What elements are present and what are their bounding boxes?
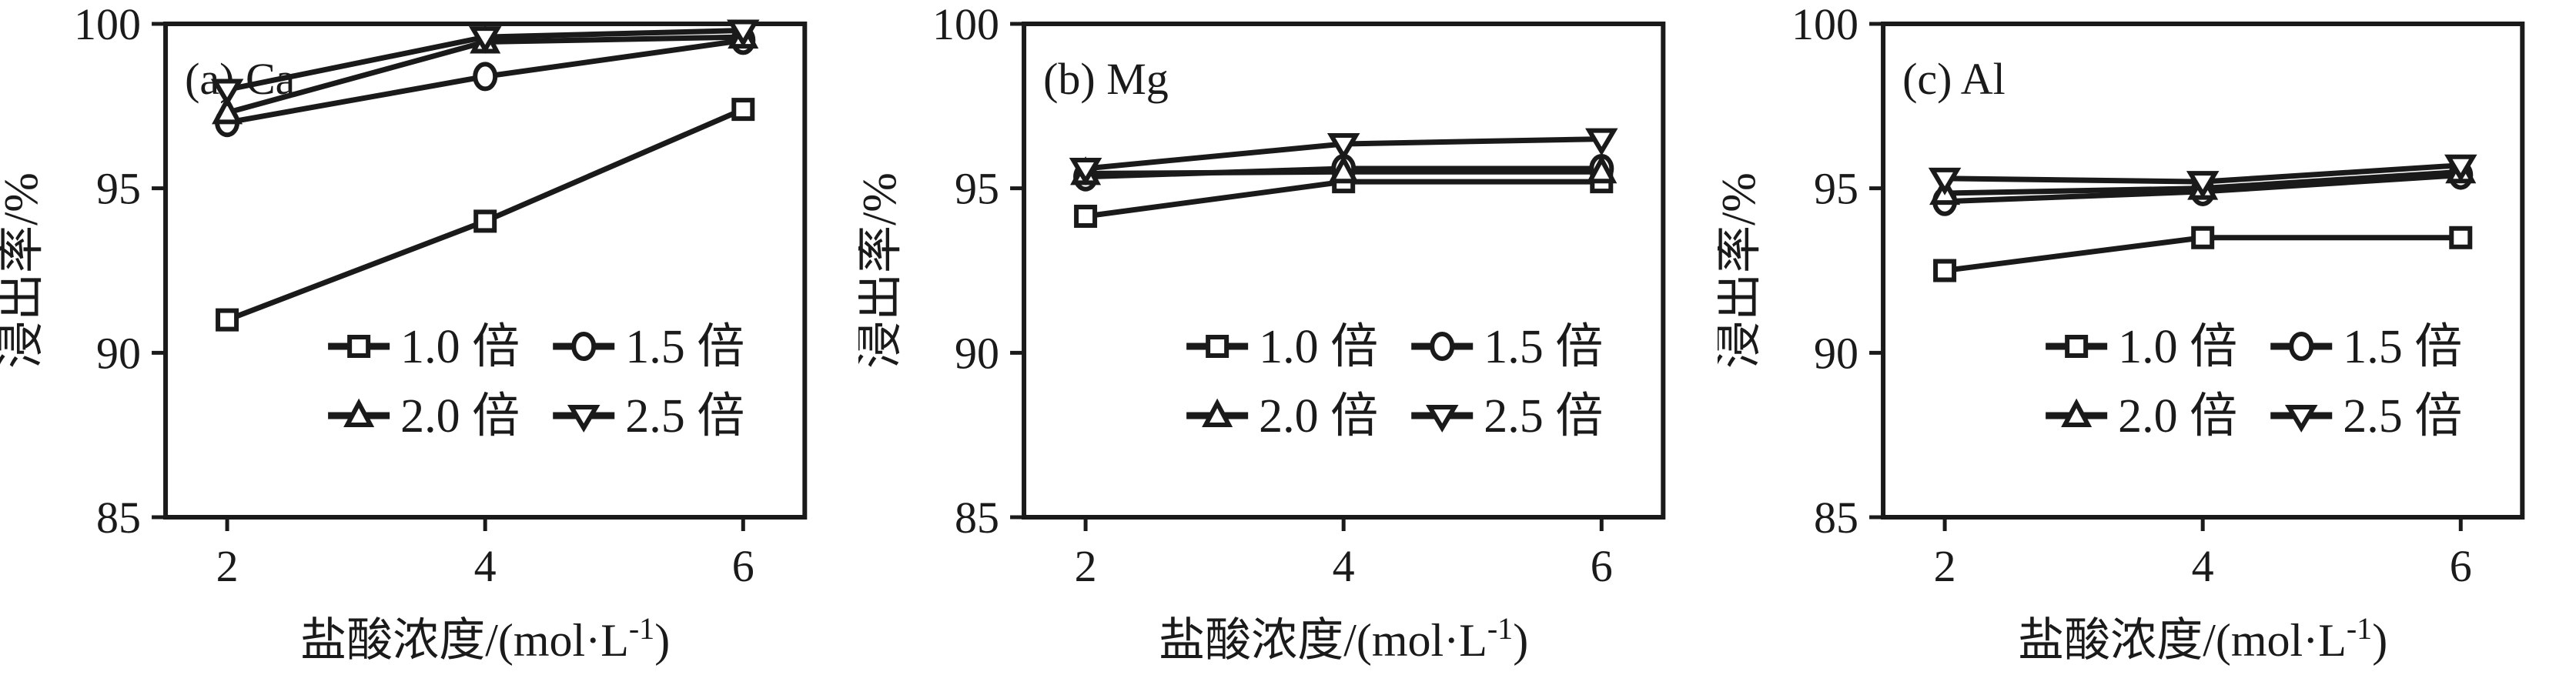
y-axis-tick-label: 90 xyxy=(96,328,141,378)
y-axis-tick-label: 95 xyxy=(1814,164,1858,214)
y-axis-tick-label: 100 xyxy=(932,0,999,49)
marker-circle xyxy=(2288,332,2313,361)
x-axis-title: 盐酸浓度/(mol·L-1) xyxy=(1159,611,1529,666)
marker-triangle-down xyxy=(1327,132,1360,161)
y-axis-tick-label: 90 xyxy=(1814,328,1858,378)
panel-b-mg: 85 90 95 100 2 4 6 浸出率/% 盐酸浓度/(mol·L-1) (b) Mg 1.0… xyxy=(858,0,1717,675)
marker-triangle-down xyxy=(2186,171,2220,199)
legend-label-0: 1.0 倍 xyxy=(1259,321,1378,373)
legend-label-3: 2.5 倍 xyxy=(2343,390,2462,443)
marker-triangle-down xyxy=(468,26,502,54)
legend-label-0: 1.0 倍 xyxy=(2118,321,2237,373)
marker-triangle-up xyxy=(1202,398,1233,427)
marker-triangle-up xyxy=(1586,154,1618,184)
marker-triangle-down xyxy=(1426,405,1459,433)
legend-label-3: 2.5 倍 xyxy=(1484,390,1604,443)
y-axis-tick-label: 90 xyxy=(955,328,999,378)
marker-triangle-down xyxy=(1928,167,1962,195)
marker-triangle-up xyxy=(343,398,375,427)
marker-triangle-up xyxy=(1328,154,1360,184)
marker-circle xyxy=(473,62,498,92)
y-axis-tick-label: 85 xyxy=(1814,493,1858,543)
marker-square xyxy=(1074,204,1098,228)
y-axis-tick-label: 85 xyxy=(955,493,999,543)
x-axis-tick-label: 4 xyxy=(474,541,497,591)
marker-square xyxy=(2448,226,2472,249)
y-axis-title: 浸出率/% xyxy=(1718,172,1765,369)
x-axis-tick-label: 6 xyxy=(2449,541,2471,591)
marker-circle xyxy=(571,332,597,361)
marker-triangle-down xyxy=(2444,154,2477,182)
panel-c-al: 85 90 95 100 2 4 6 浸出率/% 盐酸浓度/(mol·L-1) (c) Al 1.0… xyxy=(1718,0,2576,675)
chart-b-mg: 85 90 95 100 2 4 6 浸出率/% 盐酸浓度/(mol·L-1) (b) Mg 1.0… xyxy=(858,0,1666,666)
y-axis-tick-label: 95 xyxy=(96,164,141,214)
panel-label: (c) Al xyxy=(1902,54,2006,104)
x-axis-tick-label: 2 xyxy=(1075,541,1097,591)
marker-square xyxy=(731,98,755,122)
x-axis-tick-label: 4 xyxy=(2191,541,2213,591)
legend-label-2: 2.0 倍 xyxy=(2118,390,2237,443)
y-axis-tick-label: 100 xyxy=(74,0,141,49)
x-axis-tick-label: 2 xyxy=(216,541,239,591)
marker-square xyxy=(2190,226,2214,249)
marker-triangle-up xyxy=(2060,398,2092,427)
marker-circle xyxy=(1430,332,1455,361)
y-axis-title: 浸出率/% xyxy=(858,172,906,369)
marker-square xyxy=(1932,259,1956,282)
legend-label-1: 1.5 倍 xyxy=(1484,321,1604,373)
marker-triangle-down xyxy=(2284,405,2318,433)
y-axis-tick-label: 95 xyxy=(955,164,999,214)
marker-triangle-up xyxy=(212,95,243,125)
legend-label-1: 1.5 倍 xyxy=(625,321,744,373)
x-axis-tick-label: 2 xyxy=(1933,541,1955,591)
legend-label-2: 2.0 倍 xyxy=(400,390,520,443)
panel-a-ca: 85 90 95 100 2 4 6 浸出率/% 盐酸浓度/(mol·L-1) (a) Ca 1.0… xyxy=(0,0,858,675)
y-axis-tick-label: 85 xyxy=(96,493,141,543)
x-axis-tick-label: 4 xyxy=(1333,541,1355,591)
y-axis-title: 浸出率/% xyxy=(0,172,48,369)
chart-c-al: 85 90 95 100 2 4 6 浸出率/% 盐酸浓度/(mol·L-1) (c) Al 1.0… xyxy=(1718,0,2524,666)
marker-square xyxy=(216,308,239,332)
legend-label-1: 1.5 倍 xyxy=(2343,321,2462,373)
marker-triangle-down xyxy=(210,79,244,107)
x-axis-tick-label: 6 xyxy=(1591,541,1613,591)
panel-label: (b) Mg xyxy=(1043,54,1169,104)
legend-label-3: 2.5 倍 xyxy=(625,390,744,443)
legend-label-0: 1.0 倍 xyxy=(400,321,520,373)
marker-triangle-down xyxy=(567,405,601,433)
marker-square xyxy=(1206,335,1229,358)
marker-square xyxy=(347,335,371,358)
marker-square xyxy=(2064,335,2088,358)
x-axis-tick-label: 6 xyxy=(732,541,754,591)
x-axis-title: 盐酸浓度/(mol·L-1) xyxy=(300,611,670,666)
legend-label-2: 2.0 倍 xyxy=(1259,390,1378,443)
marker-triangle-down xyxy=(1069,158,1102,185)
marker-triangle-down xyxy=(727,19,760,48)
x-axis-title: 盐酸浓度/(mol·L-1) xyxy=(2018,611,2387,666)
y-axis-tick-label: 100 xyxy=(1791,0,1858,49)
marker-triangle-down xyxy=(1585,128,1618,156)
marker-square xyxy=(473,209,497,233)
